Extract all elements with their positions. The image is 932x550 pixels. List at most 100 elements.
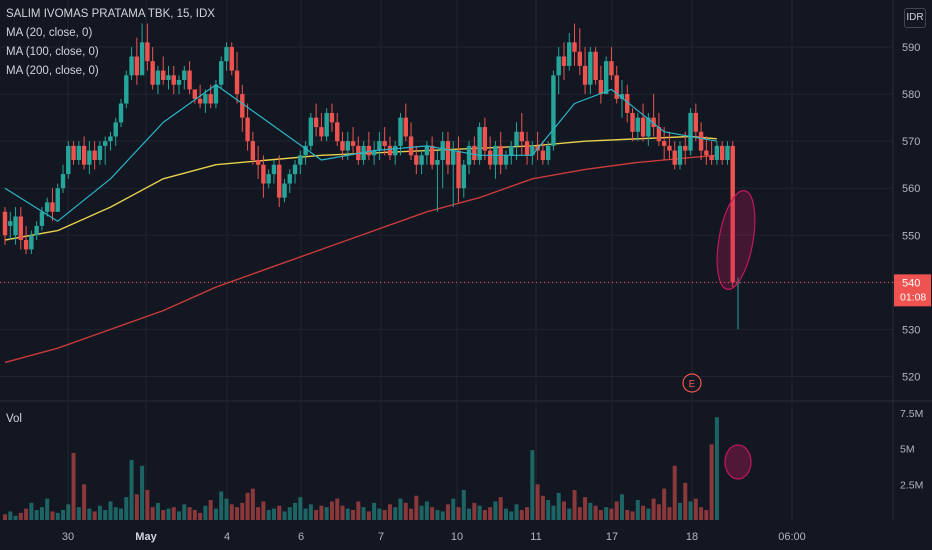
volume-bar xyxy=(519,510,524,520)
volume-bar xyxy=(18,512,23,520)
candle-body xyxy=(240,94,245,118)
volume-bar xyxy=(361,507,366,520)
ma20-line xyxy=(4,84,718,222)
volume-bar xyxy=(440,511,445,520)
candle-body xyxy=(725,145,730,160)
volume-bar xyxy=(219,491,224,520)
volume-bar xyxy=(593,505,598,520)
candle-body xyxy=(329,112,335,123)
legend-ma100[interactable]: MA (100, close, 0) xyxy=(6,46,99,58)
volume-bar xyxy=(567,508,572,520)
legend-ma20[interactable]: MA (20, close, 0) xyxy=(6,27,93,39)
volume-bar xyxy=(182,504,187,520)
candle-body xyxy=(603,61,609,95)
candle-body xyxy=(292,164,298,175)
volume-bar xyxy=(124,497,129,520)
volume-bar xyxy=(530,450,535,520)
candle-body xyxy=(166,75,171,80)
volume-bar xyxy=(451,498,456,520)
candle-body xyxy=(298,155,303,165)
volume-tick-label: 7.5M xyxy=(900,408,923,420)
candle-body xyxy=(113,122,118,137)
volume-bar xyxy=(287,507,292,520)
candle-body xyxy=(197,98,203,104)
candle-body xyxy=(187,70,192,90)
price-tick-label: 570 xyxy=(902,136,920,148)
candle-body xyxy=(714,145,720,160)
volume-bar xyxy=(229,504,234,520)
volume-bar xyxy=(293,502,298,520)
volume-bar xyxy=(382,510,387,520)
price-axis[interactable]: 520 530 550 560 570 580 590 2.5M 5M 7.5M 540 01:08 xyxy=(894,42,931,491)
volume-bar xyxy=(61,510,66,520)
candle-body xyxy=(208,94,213,104)
candle-body xyxy=(134,56,140,76)
candle-body xyxy=(255,160,261,165)
volume-bar xyxy=(3,514,7,520)
candle-body xyxy=(509,145,514,156)
candle-body xyxy=(619,94,625,99)
volume-bar xyxy=(699,507,704,520)
volume-bar xyxy=(461,490,466,520)
symbol-title[interactable]: SALIM IVOMAS PRATAMA TBK, 15, IDX xyxy=(6,8,215,20)
volume-bar xyxy=(677,502,682,520)
volume-bar xyxy=(145,490,150,520)
volume-bar xyxy=(55,512,60,520)
volume-bar xyxy=(329,501,334,520)
volume-bar xyxy=(456,507,461,520)
time-tick-label: 4 xyxy=(224,531,230,543)
volume-bar xyxy=(609,508,614,520)
currency-button[interactable]: IDR xyxy=(904,8,926,28)
highlight-ellipse xyxy=(716,190,756,290)
candle-body xyxy=(2,211,8,236)
candle-body xyxy=(377,141,382,151)
annotations: E xyxy=(0,190,893,480)
candle-body xyxy=(245,117,250,142)
volume-bar xyxy=(693,498,698,520)
candle-body xyxy=(277,164,282,198)
candle-body xyxy=(677,145,683,165)
candle-body xyxy=(398,117,403,146)
volume-bar xyxy=(372,502,377,520)
candle-body xyxy=(519,131,524,142)
volume-bar xyxy=(319,505,324,520)
candle-body xyxy=(688,112,693,151)
candle-body xyxy=(540,150,546,160)
volume-bar xyxy=(709,444,714,520)
volume-bar xyxy=(714,417,719,520)
candle-body xyxy=(609,61,614,76)
volume-bar xyxy=(134,494,139,520)
candle-body xyxy=(683,145,688,151)
volume-bar xyxy=(187,507,192,520)
volume-bar xyxy=(271,508,276,520)
volume-bar xyxy=(387,504,392,520)
ma20-path xyxy=(4,84,718,222)
time-axis[interactable]: 30 May 4 6 7 10 11 17 18 06:00 xyxy=(62,531,806,543)
candle-body xyxy=(693,112,699,132)
legend-ma200[interactable]: MA (200, close, 0) xyxy=(6,65,99,77)
candle-body xyxy=(350,141,356,146)
candle-body xyxy=(345,141,350,151)
candle-body xyxy=(698,131,704,151)
volume-legend[interactable]: Vol xyxy=(6,413,22,425)
candle-body xyxy=(387,145,393,156)
volume-bar xyxy=(366,511,371,520)
candle-body xyxy=(598,80,604,95)
candle-body xyxy=(393,145,398,156)
candle-body xyxy=(719,145,725,160)
candle-body xyxy=(261,164,266,184)
volume-bar xyxy=(556,492,561,520)
candle-body xyxy=(419,155,424,165)
candle-body xyxy=(340,141,345,151)
ma200-line xyxy=(4,154,717,364)
last-price-badge xyxy=(894,274,931,307)
candle-body xyxy=(408,136,414,156)
candle-body xyxy=(139,42,145,76)
candle-body xyxy=(66,145,71,175)
candle-body xyxy=(92,150,97,160)
volume-bar xyxy=(245,492,250,520)
price-tick-label: 550 xyxy=(902,230,920,242)
candle-body xyxy=(625,94,630,113)
volume-bar xyxy=(92,511,97,520)
